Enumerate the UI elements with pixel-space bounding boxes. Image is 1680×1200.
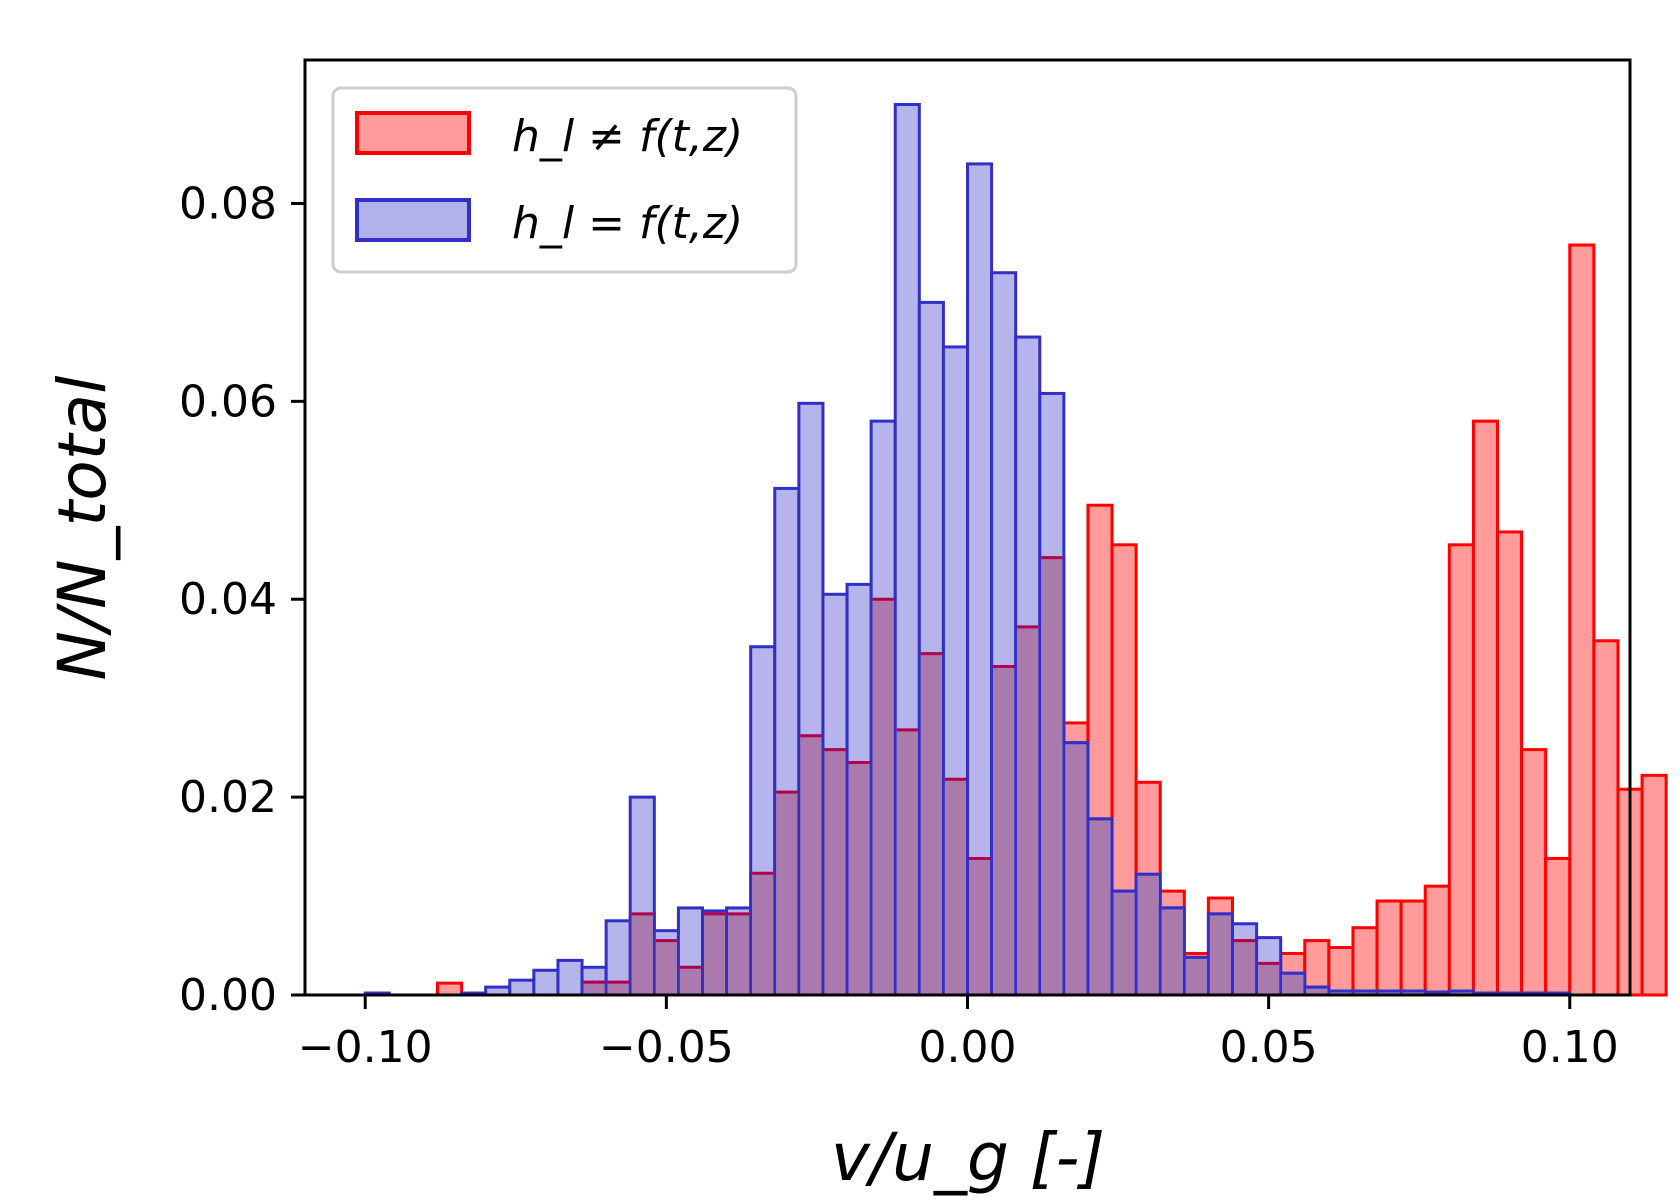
x-tick-label: −0.10 bbox=[298, 1022, 433, 1073]
histogram-overlap bbox=[993, 666, 1015, 995]
histogram-bar-red bbox=[1423, 884, 1451, 997]
histogram-overlap bbox=[1282, 973, 1304, 995]
histogram-overlap bbox=[1065, 742, 1087, 995]
histogram-overlap bbox=[969, 858, 991, 995]
y-tick-label: 0.00 bbox=[179, 970, 277, 1021]
legend-swatch-blue bbox=[355, 198, 471, 242]
histogram-overlap bbox=[1113, 891, 1135, 995]
histogram-overlap bbox=[607, 982, 629, 995]
histogram-bar-red bbox=[1544, 856, 1572, 997]
histogram-bar-blue bbox=[508, 978, 536, 997]
histogram-bar-red bbox=[1375, 899, 1403, 997]
histogram-bar-red bbox=[1471, 419, 1499, 997]
histogram-overlap bbox=[1137, 874, 1159, 995]
x-axis-label: v/u_g [-] bbox=[831, 1119, 1105, 1196]
histogram-bar-red bbox=[436, 981, 464, 997]
histogram-overlap bbox=[1185, 957, 1207, 995]
histogram-overlap bbox=[752, 873, 774, 995]
x-tick-label: 0.00 bbox=[919, 1022, 1017, 1073]
histogram-bar-blue bbox=[532, 968, 560, 997]
histogram-overlap bbox=[1378, 991, 1400, 995]
histogram-overlap bbox=[655, 940, 677, 995]
histogram-overlap bbox=[728, 913, 750, 995]
histogram-bar-red bbox=[1351, 926, 1379, 997]
histogram-overlap bbox=[1354, 991, 1376, 995]
legend-swatch-red bbox=[355, 111, 471, 155]
histogram-bar-red bbox=[1640, 773, 1668, 997]
y-tick-label: 0.06 bbox=[179, 376, 277, 427]
histogram-bar-red bbox=[1447, 543, 1475, 997]
histogram-overlap bbox=[896, 729, 918, 995]
histogram-overlap bbox=[776, 792, 798, 995]
histogram-overlap bbox=[1330, 991, 1352, 995]
histogram-overlap bbox=[1161, 907, 1183, 995]
histogram-bar-red bbox=[1520, 748, 1548, 997]
histogram-overlap bbox=[920, 653, 942, 995]
histogram-bar-red bbox=[1327, 946, 1355, 997]
histogram-overlap bbox=[1209, 913, 1231, 995]
histogram-bar-red bbox=[1592, 639, 1620, 997]
histogram-overlap bbox=[1258, 963, 1280, 995]
histogram-overlap bbox=[1041, 557, 1063, 995]
legend-label-blue: h_l = f(t,z) bbox=[512, 198, 743, 249]
histogram-bar-red bbox=[1568, 243, 1596, 997]
histogram-overlap bbox=[704, 913, 726, 995]
histogram-overlap bbox=[800, 735, 822, 995]
histogram-overlap bbox=[1306, 987, 1328, 995]
histogram-overlap bbox=[1234, 940, 1256, 995]
y-tick-label: 0.02 bbox=[179, 772, 277, 823]
histogram-overlap bbox=[1450, 991, 1472, 995]
histogram-bar-red bbox=[1496, 530, 1524, 997]
histogram-overlap bbox=[679, 967, 701, 995]
histogram-overlap bbox=[1017, 626, 1039, 995]
histogram-overlap bbox=[848, 762, 870, 995]
legend: h_l ≠ f(t,z) h_l = f(t,z) bbox=[331, 86, 798, 274]
x-tick-label: 0.10 bbox=[1521, 1022, 1619, 1073]
histogram-bar-red bbox=[1399, 899, 1427, 997]
y-axis-label: N/N_total bbox=[44, 375, 121, 681]
y-axis-ticks: 0.00 0.02 0.04 0.06 0.08 bbox=[179, 178, 305, 1021]
y-tick-label: 0.04 bbox=[179, 574, 277, 625]
legend-label-red: h_l ≠ f(t,z) bbox=[512, 111, 743, 162]
histogram-bar-blue bbox=[556, 958, 584, 997]
x-tick-label: −0.05 bbox=[599, 1022, 734, 1073]
x-tick-label: 0.05 bbox=[1220, 1022, 1318, 1073]
histogram-overlap bbox=[583, 982, 605, 995]
x-axis-ticks: −0.10 −0.05 0.00 0.05 0.10 bbox=[298, 995, 1619, 1073]
histogram-overlap bbox=[872, 599, 894, 995]
histogram-overlap bbox=[824, 749, 846, 995]
histogram-overlap bbox=[1402, 991, 1424, 995]
histogram-overlap bbox=[1089, 818, 1111, 995]
histogram-overlap bbox=[631, 913, 653, 995]
histogram-overlap bbox=[944, 779, 966, 995]
plot-frame bbox=[303, 58, 1632, 997]
y-tick-label: 0.08 bbox=[179, 178, 277, 229]
